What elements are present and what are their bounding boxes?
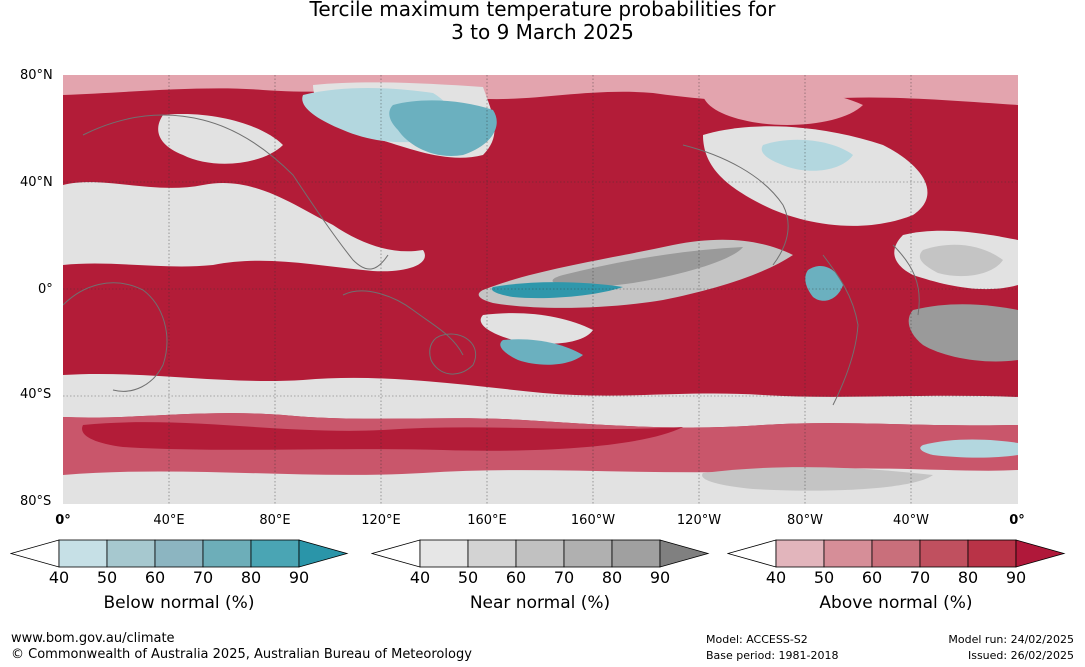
lon-label-120e: 120°E	[361, 513, 401, 528]
lon-label-80w: 80°W	[787, 513, 823, 528]
lon-label-160e: 160°E	[467, 513, 507, 528]
footer-base-period: Base period: 1981-2018	[706, 649, 839, 662]
lat-label-40n: 40°N	[20, 175, 53, 190]
lon-label-0: 0°	[55, 513, 71, 528]
legend-near-tick: 80	[601, 568, 623, 587]
lon-label-0-east: 0°	[1009, 513, 1025, 528]
legend-above-colorbar	[727, 539, 1066, 568]
probability-map	[63, 75, 1018, 504]
legend-color-bin	[202, 539, 252, 568]
legend-color-bin	[611, 539, 661, 568]
legend-above-tick: 80	[957, 568, 979, 587]
legend-color-bin	[419, 539, 469, 568]
legend-near-tick: 50	[457, 568, 479, 587]
legend-color-bin	[967, 539, 1017, 568]
footer-copyright: © Commonwealth of Australia 2025, Austra…	[11, 647, 472, 662]
legend-above-tick: 50	[813, 568, 835, 587]
lat-label-equator: 0°	[38, 282, 53, 297]
legend-arrow-high	[298, 539, 349, 568]
legend-below-title: Below normal (%)	[103, 593, 255, 613]
legend-color-bin	[563, 539, 613, 568]
lat-label-80n: 80°N	[20, 68, 53, 83]
legend-arrow-high	[659, 539, 710, 568]
legend-near-normal	[371, 539, 711, 569]
world-probability-map	[63, 75, 1018, 504]
legend-near-colorbar	[371, 539, 710, 568]
legend-arrow-low	[10, 539, 60, 568]
lat-label-40s: 40°S	[20, 387, 52, 402]
legend-below-tick: 40	[48, 568, 70, 587]
footer-model: Model: ACCESS-S2	[706, 633, 808, 646]
legend-color-bin	[919, 539, 969, 568]
footer-website: www.bom.gov.au/climate	[11, 631, 175, 646]
legend-arrow-high	[1015, 539, 1066, 568]
legend-near-tick: 40	[409, 568, 431, 587]
legend-arrow-low	[371, 539, 421, 568]
legend-above-normal	[727, 539, 1067, 569]
legend-above-tick: 40	[765, 568, 787, 587]
legend-near-tick: 60	[505, 568, 527, 587]
legend-below-tick: 80	[240, 568, 262, 587]
legend-color-bin	[154, 539, 204, 568]
legend-color-bin	[106, 539, 156, 568]
legend-near-tick: 90	[649, 568, 671, 587]
legend-arrow-low	[727, 539, 777, 568]
footer-model-run: Model run: 24/02/2025	[948, 633, 1074, 646]
legend-above-tick: 70	[909, 568, 931, 587]
legend-above-tick: 90	[1005, 568, 1027, 587]
lon-label-160w: 160°W	[570, 513, 616, 528]
lon-label-40e: 40°E	[153, 513, 185, 528]
legend-below-tick: 60	[144, 568, 166, 587]
legend-near-tick: 70	[553, 568, 575, 587]
legend-color-bin	[823, 539, 873, 568]
lon-label-40w: 40°W	[893, 513, 929, 528]
legend-above-title: Above normal (%)	[819, 593, 973, 613]
legend-below-colorbar	[10, 539, 349, 568]
legend-near-title: Near normal (%)	[469, 593, 611, 613]
lon-label-120w: 120°W	[676, 513, 722, 528]
legend-below-normal	[10, 539, 350, 569]
legend-below-tick: 90	[288, 568, 310, 587]
legend-color-bin	[515, 539, 565, 568]
legend-color-bin	[871, 539, 921, 568]
lat-label-80s: 80°S	[20, 494, 52, 509]
map-title-line2: 3 to 9 March 2025	[451, 20, 634, 44]
legend-below-tick: 70	[192, 568, 214, 587]
legend-above-tick: 60	[861, 568, 883, 587]
lon-label-80e: 80°E	[259, 513, 291, 528]
footer-issued: Issued: 26/02/2025	[967, 649, 1074, 662]
map-title-line1: Tercile maximum temperature probabilitie…	[309, 0, 776, 21]
legend-color-bin	[775, 539, 825, 568]
legend-color-bin	[467, 539, 517, 568]
legend-color-bin	[250, 539, 300, 568]
legend-color-bin	[58, 539, 108, 568]
legend-below-tick: 50	[96, 568, 118, 587]
